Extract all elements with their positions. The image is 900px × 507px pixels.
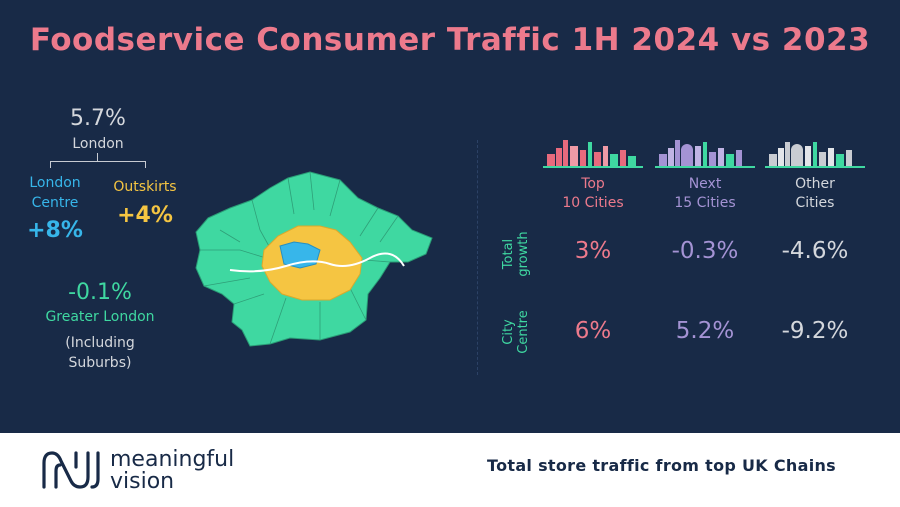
logo-text-line2: vision <box>110 469 175 494</box>
borough-lines <box>200 171 399 345</box>
value-total-other: -4.6% <box>781 238 849 264</box>
row-label-city-centre-line1: City <box>501 319 516 345</box>
row-label-total-growth-line1: Total <box>501 238 516 270</box>
row-label-total-growth-line2: growth <box>516 231 531 277</box>
london-total-value: 5.7% <box>70 106 126 131</box>
outskirts-label: Outskirts <box>113 179 177 195</box>
skyline-icon-top <box>543 140 643 168</box>
greater-london-note: (Including Suburbs) <box>65 335 135 371</box>
bracket <box>50 161 146 168</box>
skyline-icon-next <box>655 140 755 168</box>
row-label-total-growth: Total growth <box>501 219 531 289</box>
bracket-stem <box>97 153 98 161</box>
col-header-next: Next 15 Cities <box>650 175 760 213</box>
divider <box>477 140 478 375</box>
greater-london-value: -0.1% <box>68 280 132 305</box>
col-header-top-line1: Top <box>581 176 605 192</box>
col-header-next-line2: 15 Cities <box>674 195 736 211</box>
value-total-top: 3% <box>574 238 612 264</box>
row-label-city-centre-line2: Centre <box>516 310 531 354</box>
london-total-label: London <box>72 136 124 152</box>
outskirts-value: +4% <box>117 203 173 228</box>
value-centre-other: -9.2% <box>781 318 849 344</box>
logo-text-line1: meaningful <box>110 447 235 472</box>
footer-tagline: Total store traffic from top UK Chains <box>487 456 836 475</box>
meaningful-vision-logo-icon <box>42 451 100 489</box>
value-centre-top: 6% <box>574 318 612 344</box>
skyline-icon-other <box>765 142 865 168</box>
page-title: Foodservice Consumer Traffic 1H 2024 vs … <box>29 22 871 58</box>
col-header-next-line1: Next <box>688 176 722 192</box>
col-header-top-line2: 10 Cities <box>562 195 624 211</box>
col-header-top: Top 10 Cities <box>538 175 648 213</box>
footer: meaningful vision Total store traffic fr… <box>0 433 900 507</box>
col-header-other-line2: Cities <box>795 195 835 211</box>
london-centre-value: +8% <box>27 218 83 243</box>
value-centre-next: 5.2% <box>675 318 735 344</box>
london-map <box>195 171 433 347</box>
greater-london-label: Greater London <box>45 309 155 325</box>
value-total-next: -0.3% <box>671 238 739 264</box>
col-header-other-line1: Other <box>795 176 835 192</box>
thames-river <box>229 252 405 273</box>
row-label-city-centre: City Centre <box>501 297 531 367</box>
col-header-other: Other Cities <box>760 175 870 213</box>
london-centre-label: London Centre <box>29 175 81 211</box>
